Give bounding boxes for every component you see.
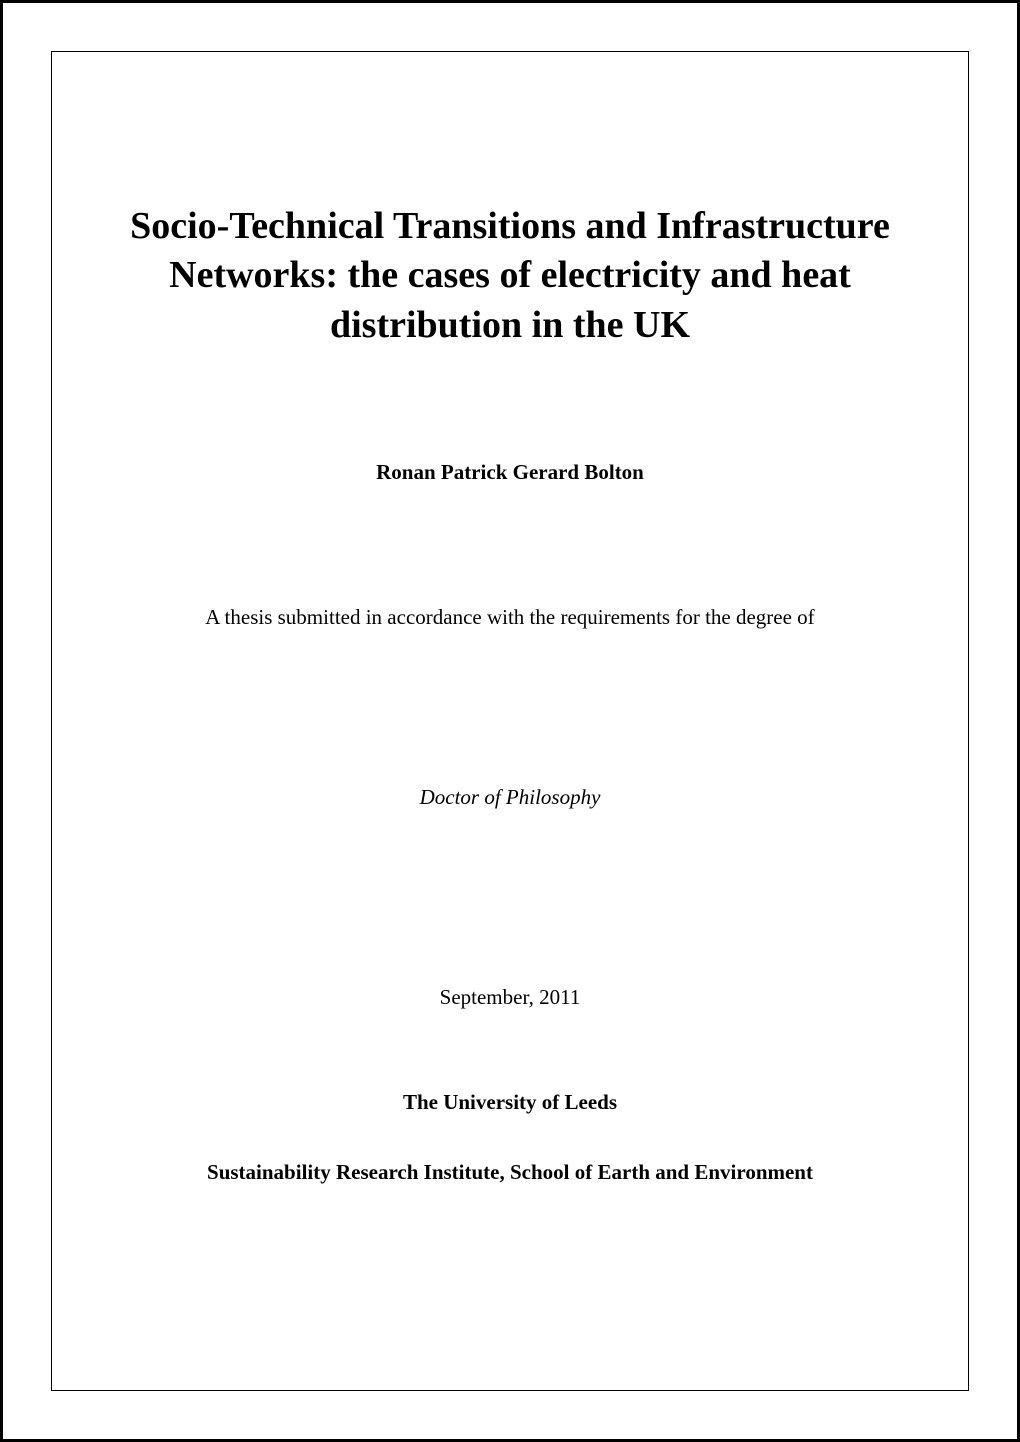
submission-statement: A thesis submitted in accordance with th… bbox=[124, 605, 896, 630]
degree-name: Doctor of Philosophy bbox=[124, 785, 896, 810]
page-content-frame: Socio-Technical Transitions and Infrastr… bbox=[51, 51, 969, 1391]
thesis-title: Socio-Technical Transitions and Infrastr… bbox=[124, 202, 896, 350]
submission-date: September, 2011 bbox=[124, 985, 896, 1010]
thesis-title-page: Socio-Technical Transitions and Infrastr… bbox=[0, 0, 1020, 1442]
department-name: Sustainability Research Institute, Schoo… bbox=[124, 1160, 896, 1185]
university-name: The University of Leeds bbox=[124, 1090, 896, 1115]
author-name: Ronan Patrick Gerard Bolton bbox=[124, 460, 896, 485]
